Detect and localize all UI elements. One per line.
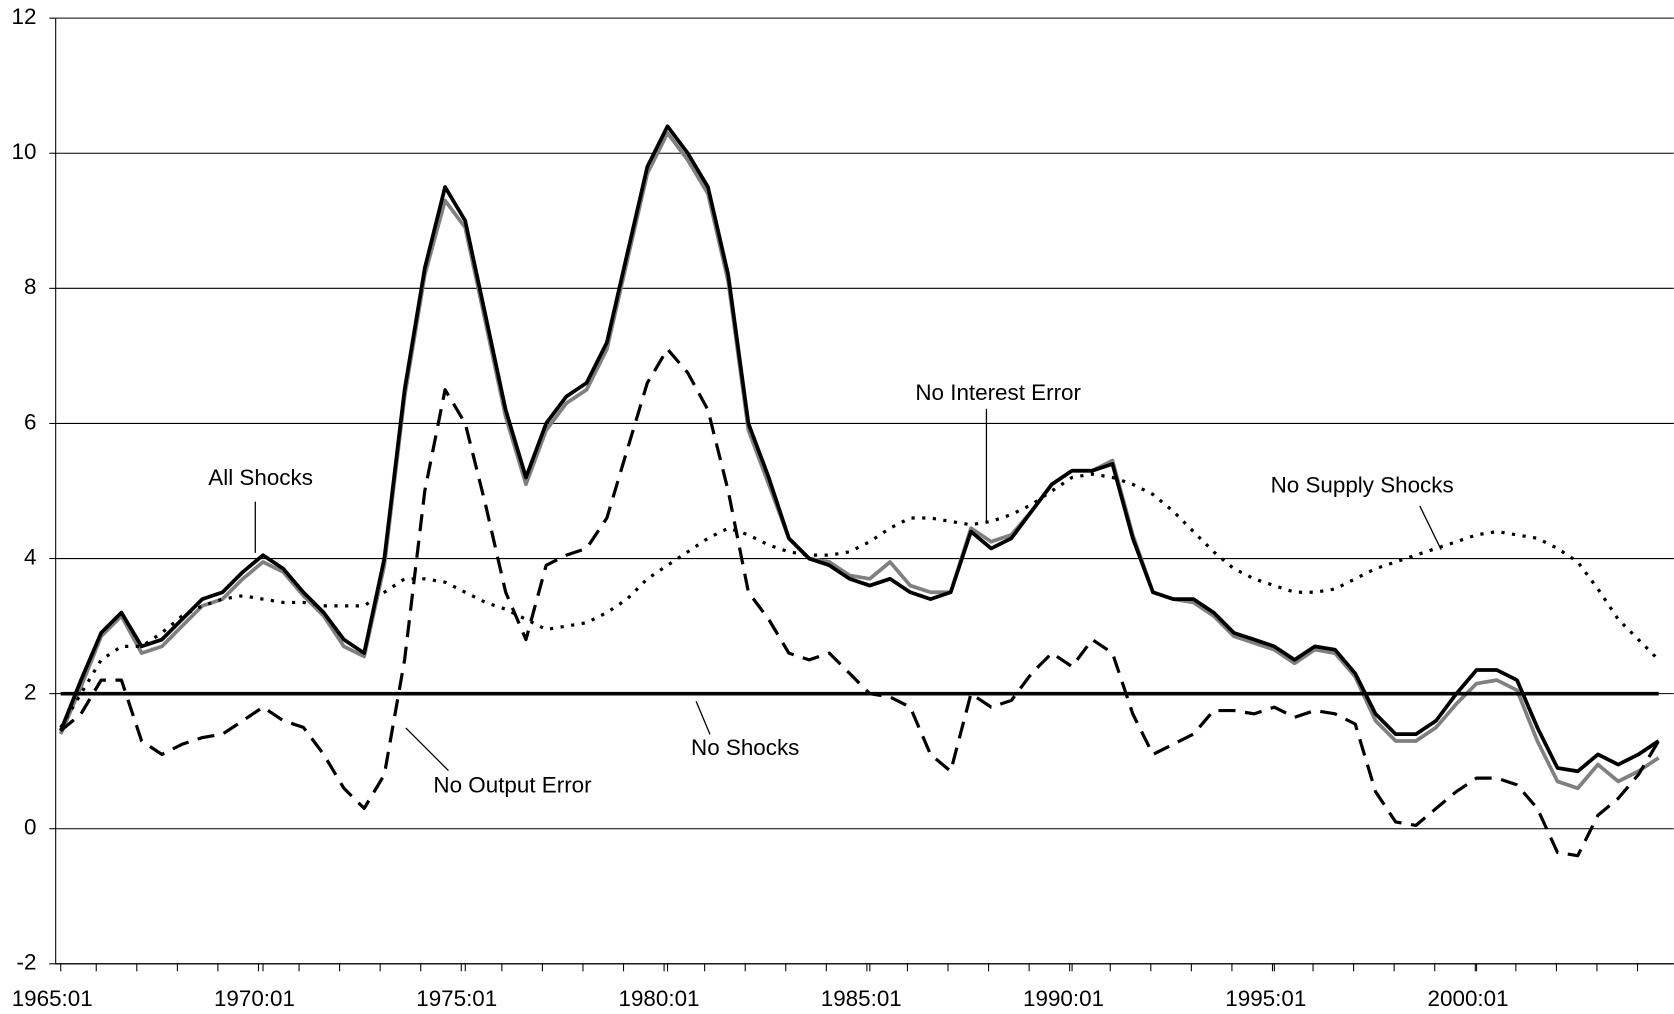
- x-tick-label: 1995:01: [1225, 986, 1306, 1011]
- y-tick-label: 6: [24, 409, 36, 434]
- x-tick-label: 1965:01: [12, 986, 93, 1011]
- series-line: [59, 347, 1661, 858]
- y-tick-label: -2: [17, 950, 37, 975]
- series-label: All Shocks: [208, 465, 313, 490]
- y-tick-label: 0: [24, 815, 36, 840]
- x-tick-label: 1975:01: [416, 986, 497, 1011]
- x-tick-label: 2000:01: [1428, 986, 1509, 1011]
- leader-line: [405, 727, 449, 772]
- x-tick-label: 1985:01: [821, 986, 902, 1011]
- series-line: [58, 124, 1660, 774]
- series-label: No Output Error: [433, 773, 592, 798]
- y-tick-label: 8: [24, 274, 36, 299]
- y-tick-label: 2: [24, 680, 36, 705]
- x-tick-label: 1990:01: [1023, 986, 1104, 1011]
- y-tick-label: 12: [12, 4, 37, 29]
- series-label: No Interest Error: [915, 380, 1081, 405]
- y-tick-label: 10: [12, 139, 37, 164]
- leader-line: [695, 701, 711, 735]
- series-line: [58, 131, 1660, 791]
- x-tick-label: 1980:01: [619, 986, 700, 1011]
- y-tick-label: 4: [24, 544, 36, 569]
- x-tick-label: 1970:01: [214, 986, 295, 1011]
- series-label: No Shocks: [691, 735, 799, 760]
- series-label: No Supply Shocks: [1271, 473, 1454, 498]
- leader-line: [1419, 505, 1442, 550]
- series-line: [59, 472, 1660, 729]
